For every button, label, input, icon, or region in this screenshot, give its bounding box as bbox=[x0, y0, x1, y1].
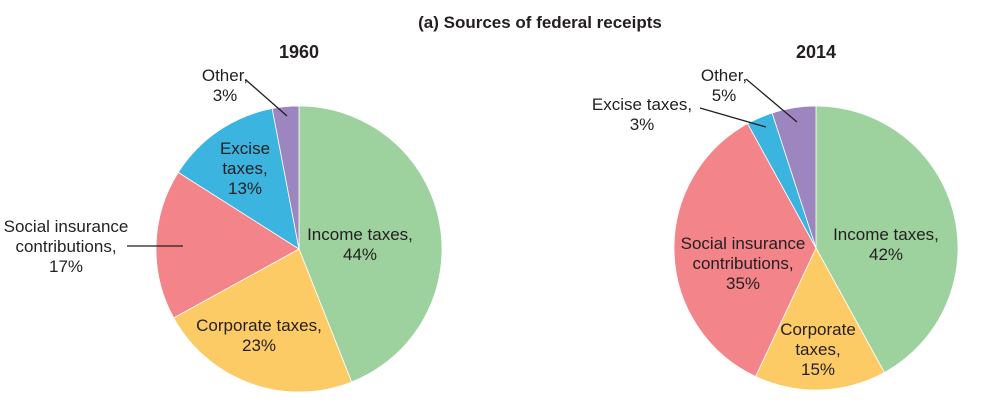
slice-social-insurance-contributions bbox=[673, 123, 817, 378]
slice-other bbox=[771, 105, 817, 249]
slice-income-taxes bbox=[815, 105, 959, 373]
pie-title: 2014 bbox=[796, 42, 836, 62]
data-label-corporate-taxes: Corporate taxes, 23% bbox=[196, 316, 322, 355]
main-title: (a) Sources of federal receipts bbox=[418, 13, 662, 32]
data-label-excise-taxes: Excise taxes, 13% bbox=[220, 139, 270, 198]
leader-line-other bbox=[245, 79, 288, 117]
slice-income-taxes bbox=[298, 105, 443, 383]
slice-corporate-taxes bbox=[173, 248, 353, 393]
data-label-other: Other, 5% bbox=[701, 66, 747, 105]
pie-2014: 2014 Income taxes, 42% Corporate taxes, 15% So… bbox=[592, 42, 959, 391]
data-label-social-insurance-contributions: Social insurance contributions, 17% bbox=[4, 217, 129, 276]
leader-line-excise-taxes bbox=[699, 107, 767, 128]
leader-line-other bbox=[745, 78, 798, 123]
data-label-income-taxes: Income taxes, 44% bbox=[307, 225, 413, 264]
pie-title: 1960 bbox=[279, 42, 319, 62]
data-label-other: Other, 3% bbox=[202, 66, 248, 105]
slice-excise-taxes bbox=[177, 108, 300, 250]
slice-other bbox=[271, 105, 300, 250]
slice-social-insurance-contributions bbox=[155, 171, 300, 319]
data-label-excise-taxes: Excise taxes, 3% bbox=[592, 95, 692, 134]
data-label-corporate-taxes: Corporate taxes, 15% bbox=[780, 320, 856, 379]
pie-1960: 1960 Income taxes, 44% Corporate taxes, 23% S… bbox=[4, 42, 443, 393]
data-label-social-insurance-contributions: Social insurance contributions, 35% bbox=[681, 234, 806, 293]
slice-corporate-taxes bbox=[755, 247, 885, 391]
data-label-income-taxes: Income taxes, 42% bbox=[833, 225, 939, 264]
